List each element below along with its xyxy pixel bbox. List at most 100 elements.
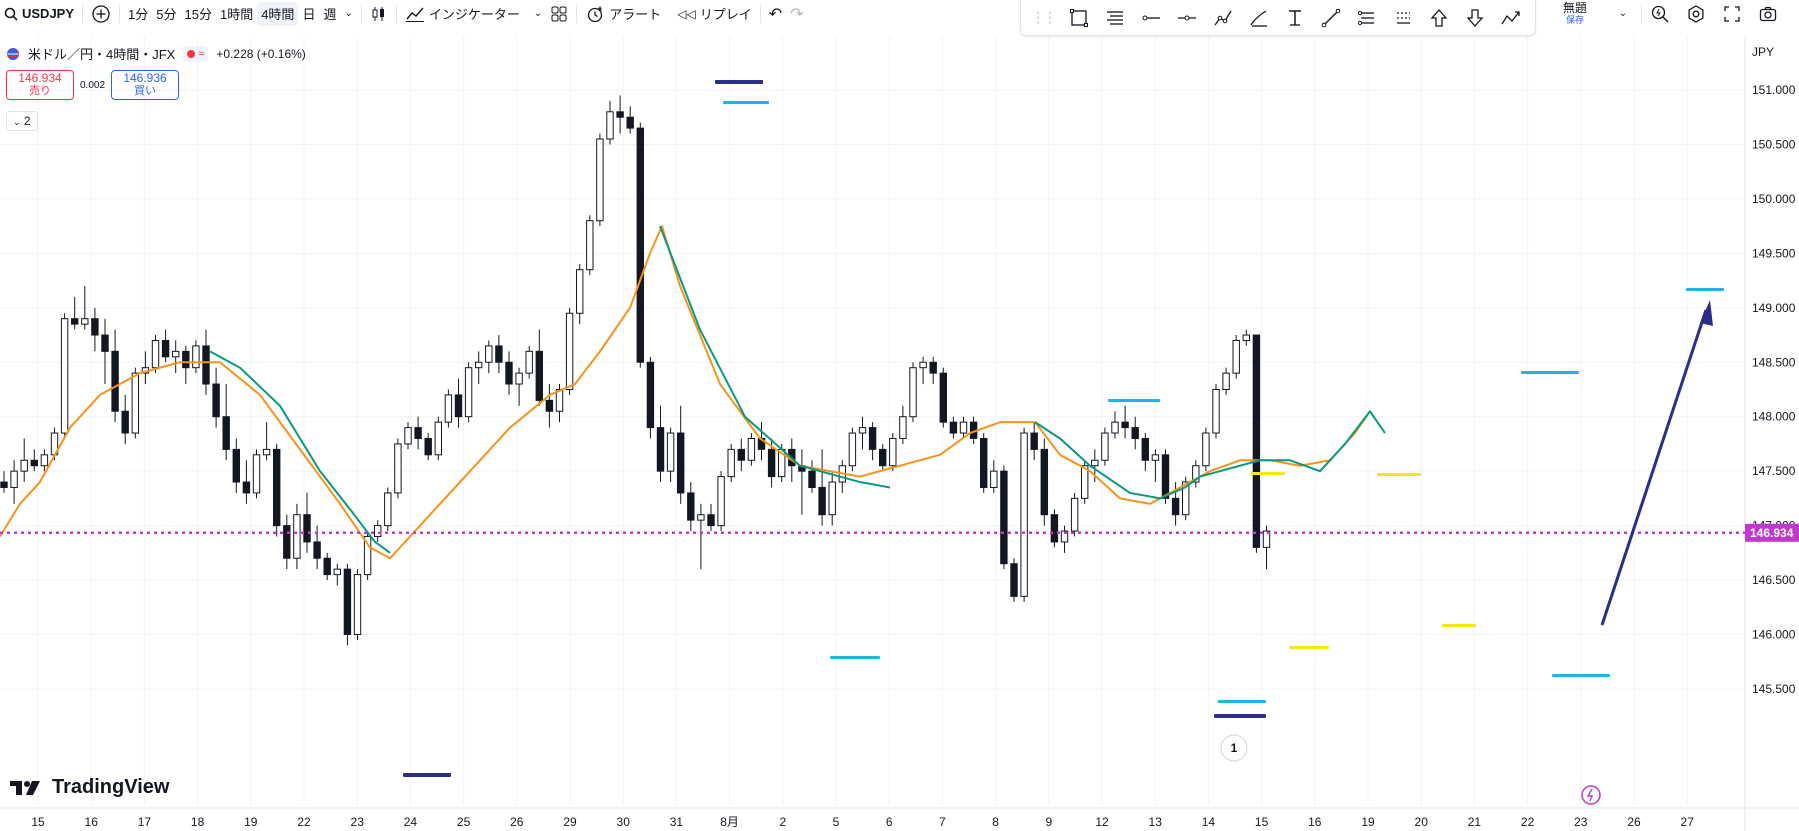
dotted-channel-icon bbox=[1397, 11, 1410, 24]
y-tick-label: 150.000 bbox=[1752, 192, 1796, 206]
divider bbox=[119, 4, 121, 23]
arrow-down-tool[interactable] bbox=[1457, 3, 1493, 33]
candle-body bbox=[1081, 465, 1089, 499]
undo-button[interactable]: ↶ bbox=[765, 2, 786, 26]
studies-count: 2 bbox=[23, 114, 31, 128]
interval-15m[interactable]: 15分 bbox=[181, 2, 216, 26]
price-change: +0.228 (+0.16%) bbox=[216, 46, 306, 61]
market-status-badge[interactable]: ≈ bbox=[183, 45, 209, 62]
interval-1w[interactable]: 週 bbox=[319, 2, 340, 26]
brush-tool[interactable] bbox=[1241, 3, 1277, 33]
path-tool[interactable] bbox=[1205, 3, 1241, 33]
candle-body bbox=[929, 361, 937, 374]
layout-save-button[interactable]: 無題 保存 bbox=[1545, 2, 1605, 26]
level-marker bbox=[1108, 399, 1160, 402]
studies-toggle[interactable]: ⌄ 2 bbox=[6, 111, 38, 131]
x-tick-label: 21 bbox=[1468, 815, 1482, 829]
trendline-tool[interactable] bbox=[1313, 3, 1349, 33]
arrow-up-tool[interactable] bbox=[1421, 3, 1457, 33]
sell-button[interactable]: 146.934 売り bbox=[6, 70, 74, 100]
candle-body bbox=[626, 116, 634, 129]
symbol-label: USDJPY bbox=[22, 6, 75, 21]
ray-tool[interactable] bbox=[1133, 3, 1169, 33]
text-tool[interactable] bbox=[1277, 3, 1313, 33]
forecast-arrow-head bbox=[1700, 300, 1713, 326]
level-marker bbox=[1251, 472, 1285, 475]
compare-button[interactable] bbox=[87, 2, 115, 26]
x-tick-label: 20 bbox=[1415, 815, 1429, 829]
x-tick-label: 22 bbox=[297, 815, 311, 829]
candle-body bbox=[40, 454, 49, 467]
candle-body bbox=[848, 432, 857, 467]
interval-label: 週 bbox=[323, 7, 337, 22]
candle-body bbox=[606, 111, 614, 140]
approx-icon: ≈ bbox=[198, 47, 205, 60]
x-tick-label: 31 bbox=[670, 815, 684, 829]
buy-price: 146.936 bbox=[123, 71, 167, 85]
interval-4h[interactable]: 4時間 bbox=[257, 1, 299, 26]
x-tick-label: 27 bbox=[1681, 815, 1695, 829]
fib-tool[interactable] bbox=[1097, 3, 1133, 33]
level-marker bbox=[403, 773, 451, 777]
ma-line-green bbox=[209, 350, 391, 554]
candle-body bbox=[182, 350, 190, 369]
level-marker bbox=[715, 80, 763, 84]
brush-icon bbox=[1250, 9, 1267, 27]
plus-circle-icon bbox=[92, 4, 110, 23]
indicators-label: インジケーター bbox=[428, 7, 520, 22]
replay-button[interactable]: ◁◁ リプレイ bbox=[673, 2, 755, 26]
candle-body bbox=[1131, 427, 1139, 439]
candle-body bbox=[505, 361, 513, 385]
settings-button[interactable] bbox=[1678, 0, 1714, 27]
drawing-toolbar: ⋮⋮ bbox=[1020, 0, 1536, 36]
candle-body bbox=[666, 432, 675, 472]
x-tick-label: 26 bbox=[1627, 815, 1641, 829]
fib-channel-tool[interactable] bbox=[1385, 3, 1421, 33]
candle-body bbox=[909, 367, 917, 418]
rectangle-tool[interactable] bbox=[1061, 3, 1097, 33]
templates-button[interactable] bbox=[546, 2, 572, 26]
buy-button[interactable]: 146.936 買い bbox=[111, 70, 180, 100]
candle-body bbox=[919, 361, 927, 369]
candle-body bbox=[343, 568, 352, 635]
candle-body bbox=[868, 427, 877, 450]
candle-body bbox=[1171, 497, 1180, 516]
candle-body bbox=[1010, 563, 1018, 597]
candle-body bbox=[646, 361, 655, 429]
level-marker bbox=[1552, 674, 1610, 677]
redo-button[interactable]: ↷ bbox=[786, 2, 807, 26]
candle-body bbox=[1101, 432, 1109, 461]
chart-type-button[interactable] bbox=[366, 2, 392, 26]
candle-body bbox=[333, 568, 342, 576]
candle-body bbox=[656, 427, 665, 472]
snapshot-button[interactable] bbox=[1750, 0, 1786, 27]
divider bbox=[360, 4, 362, 23]
interval-1h[interactable]: 1時間 bbox=[216, 2, 257, 26]
candle-body bbox=[91, 318, 99, 336]
lightning-badge bbox=[1581, 785, 1601, 805]
sell-price: 146.934 bbox=[18, 71, 62, 85]
interval-5m[interactable]: 5分 bbox=[152, 2, 180, 26]
candle-body bbox=[111, 350, 119, 412]
fullscreen-button[interactable] bbox=[1714, 0, 1750, 27]
candle-body bbox=[10, 470, 18, 488]
alert-button[interactable]: アラート bbox=[581, 2, 665, 26]
symbol-search[interactable]: USDJPY bbox=[0, 2, 78, 26]
candle-body bbox=[273, 448, 281, 527]
interval-dropdown[interactable]: ⌄ bbox=[340, 2, 356, 26]
indicators-button[interactable]: インジケーター ⌄ bbox=[401, 2, 546, 26]
candle-body bbox=[202, 345, 210, 385]
tradingview-logo[interactable]: TradingView bbox=[10, 776, 169, 799]
candle-body bbox=[495, 345, 503, 363]
hline-tool[interactable] bbox=[1169, 3, 1205, 33]
parallel-channel-tool[interactable] bbox=[1349, 3, 1385, 33]
quick-search-button[interactable] bbox=[1642, 0, 1678, 27]
divider bbox=[1641, 4, 1642, 23]
layout-dropdown[interactable]: ⌄ bbox=[1605, 0, 1641, 27]
arrow-tool[interactable] bbox=[1493, 3, 1529, 33]
drag-handle[interactable]: ⋮⋮ bbox=[1025, 3, 1061, 33]
candle-body bbox=[101, 334, 109, 352]
interval-1m[interactable]: 1分 bbox=[124, 2, 152, 26]
interval-1d[interactable]: 日 bbox=[298, 2, 319, 26]
